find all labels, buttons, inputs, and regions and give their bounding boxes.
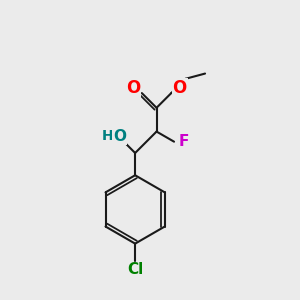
Text: O: O (113, 129, 126, 144)
Text: F: F (178, 134, 189, 149)
Text: H: H (102, 129, 113, 143)
Text: O: O (172, 79, 187, 97)
Text: O: O (126, 79, 140, 97)
Text: Cl: Cl (127, 262, 143, 277)
